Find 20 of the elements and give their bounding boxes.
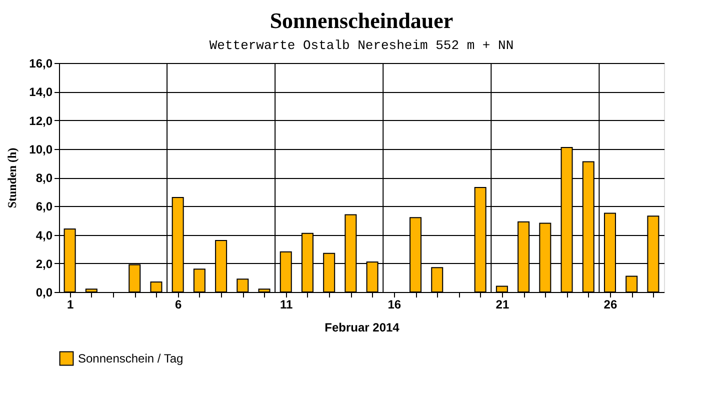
- x-tick-label: 1: [66, 298, 74, 312]
- legend-label: Sonnenschein / Tag: [78, 352, 184, 366]
- chart-subtitle: Wetterwarte Ostalb Neresheim 552 m + NN: [209, 38, 514, 53]
- x-tick-label: 21: [496, 298, 510, 312]
- y-tick-label: 4,0: [36, 228, 53, 242]
- y-tick-label: 16,0: [29, 56, 53, 70]
- chart-title: Sonnenscheindauer: [270, 8, 454, 33]
- y-tick-label: 6,0: [36, 200, 53, 214]
- y-tick-label: 8,0: [36, 171, 53, 185]
- x-axis-title: Februar 2014: [324, 320, 400, 334]
- x-tick-label: 11: [280, 298, 294, 312]
- y-tick-label: 0,0: [36, 286, 53, 300]
- x-tick-label: 6: [174, 298, 182, 312]
- y-tick-label: 12,0: [29, 114, 53, 128]
- x-tick-label: 26: [604, 298, 618, 312]
- y-tick-label: 14,0: [29, 85, 53, 100]
- y-tick-label: 2,0: [36, 256, 53, 271]
- y-axis-title: Stunden (h): [5, 148, 20, 208]
- x-tick-label: 16: [388, 298, 402, 312]
- y-tick-label: 10,0: [29, 142, 53, 156]
